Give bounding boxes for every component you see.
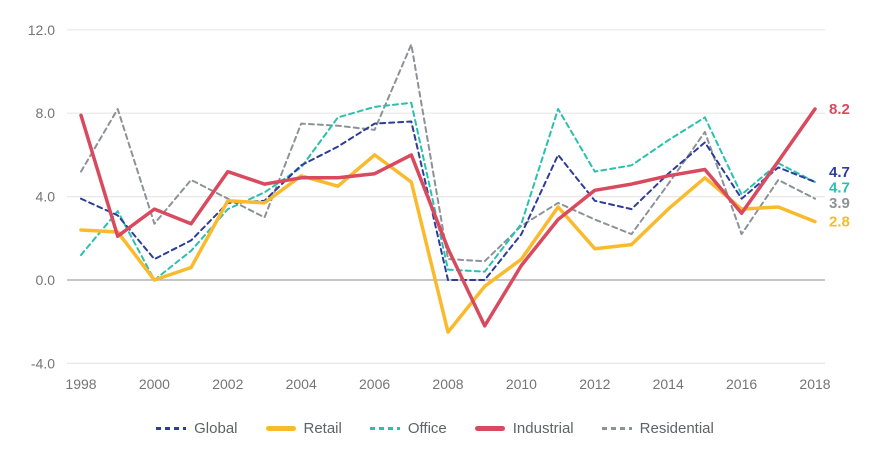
legend-swatch-office [369,427,400,430]
x-axis-tick-label: 2018 [799,376,830,392]
series-line-office [80,101,816,281]
x-axis-tick-label: 2006 [359,376,390,392]
legend-item-global[interactable]: Global [156,420,238,437]
legend-item-retail[interactable]: Retail [265,420,342,437]
x-axis-tick-label: 2008 [432,376,463,392]
series-line-residential [80,43,816,263]
legend-label-office: Office [407,420,447,437]
x-axis-tick-label: 2012 [579,376,610,392]
chart-legend: Global Retail Office Industrial Residential [0,420,870,437]
legend-swatch-retail [265,426,296,431]
legend-label-industrial: Industrial [512,420,574,437]
legend-label-residential: Residential [639,420,714,437]
y-axis-tick-label: 12.0 [28,22,55,38]
series-end-label-global: 4.7 [829,164,850,181]
series-line-global [80,120,816,281]
series-line-retail [79,153,817,334]
legend-item-industrial[interactable]: Industrial [474,420,574,437]
legend-label-global: Global [194,420,238,437]
y-axis-tick-label: -4.0 [31,355,55,371]
y-axis-tick-label: 8.0 [36,105,56,121]
legend-item-office[interactable]: Office [369,420,447,437]
y-axis-tick-label: 0.0 [36,272,56,288]
legend-swatch-industrial [474,426,505,431]
x-axis-tick-label: 2014 [653,376,684,392]
y-axis-tick-label: 4.0 [36,189,56,205]
legend-swatch-global [156,427,187,430]
x-axis-tick-label: 2002 [212,376,243,392]
legend-swatch-residential [601,427,632,430]
series-end-label-residential: 3.9 [829,195,850,212]
legend-label-retail: Retail [303,420,342,437]
series-end-label-industrial: 8.2 [829,101,850,118]
series-end-label-retail: 2.8 [829,214,850,231]
legend-item-residential[interactable]: Residential [601,420,714,437]
x-axis-tick-label: 2016 [726,376,757,392]
x-axis-tick-label: 1998 [65,376,96,392]
series-end-label-office: 4.7 [829,180,850,197]
x-axis-tick-label: 2010 [506,376,537,392]
x-axis-tick-label: 2004 [286,376,317,392]
series-line-industrial [79,107,817,328]
x-axis-tick-label: 2000 [139,376,170,392]
